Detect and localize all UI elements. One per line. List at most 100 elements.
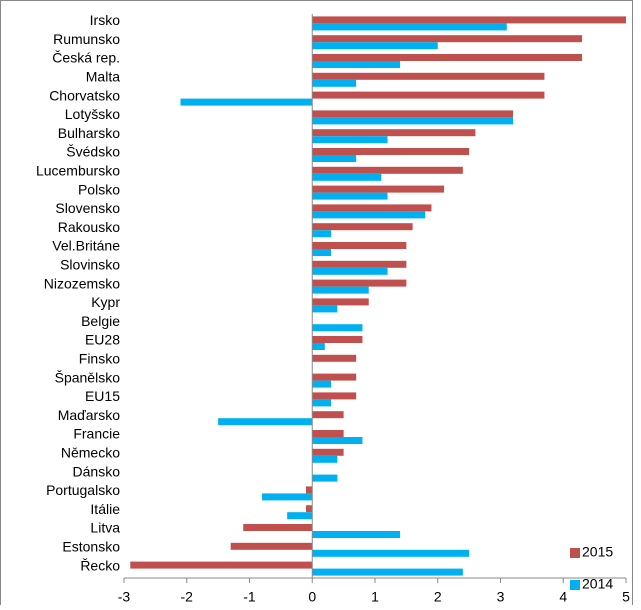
y-tick-label: Švédsko bbox=[66, 144, 120, 160]
x-tick-label: 0 bbox=[308, 589, 316, 605]
y-tick-label: Itálie bbox=[90, 501, 120, 517]
legend-label: 2014 bbox=[582, 576, 613, 592]
bar bbox=[312, 129, 476, 137]
y-tick-label: Německo bbox=[61, 445, 120, 461]
x-tick-label: -1 bbox=[243, 589, 256, 605]
y-tick-label: Malta bbox=[86, 69, 120, 85]
y-tick-label: Slovinsko bbox=[60, 257, 120, 273]
y-tick-label: Finsko bbox=[79, 351, 120, 367]
y-tick-label: Portugalsko bbox=[46, 482, 120, 498]
bar bbox=[312, 35, 583, 43]
bar bbox=[312, 411, 344, 419]
bar bbox=[312, 430, 344, 437]
bar bbox=[312, 223, 413, 231]
bar bbox=[312, 324, 363, 332]
bar bbox=[312, 354, 357, 362]
y-tick-label: Rumunsko bbox=[53, 31, 120, 47]
bar bbox=[312, 136, 388, 144]
bar bbox=[243, 524, 313, 531]
x-tick-label: -2 bbox=[181, 589, 194, 605]
bar bbox=[312, 242, 407, 249]
bar bbox=[180, 98, 313, 106]
y-tick-label: Irsko bbox=[90, 12, 121, 28]
y-tick-label: Řecko bbox=[80, 557, 120, 573]
x-tick-label: 4 bbox=[559, 589, 567, 605]
x-tick-label: 5 bbox=[622, 589, 630, 605]
bar bbox=[312, 23, 507, 31]
x-tick-label: 2 bbox=[434, 589, 442, 605]
bar bbox=[312, 336, 363, 343]
y-tick-label: Vel.Británe bbox=[52, 238, 120, 254]
y-tick-label: Slovensko bbox=[55, 200, 120, 216]
bar bbox=[312, 474, 338, 482]
y-tick-label: Dánsko bbox=[73, 463, 121, 479]
bar bbox=[230, 542, 313, 550]
bar bbox=[312, 298, 369, 306]
legend-label: 2015 bbox=[582, 544, 613, 560]
bar bbox=[305, 486, 313, 494]
bar bbox=[312, 568, 463, 576]
bar bbox=[312, 155, 357, 162]
bar bbox=[312, 148, 470, 155]
y-tick-label: Estonsko bbox=[62, 539, 120, 555]
bar bbox=[312, 72, 545, 80]
bar bbox=[312, 279, 407, 287]
y-tick-label: Belgie bbox=[81, 313, 120, 329]
x-tick-label: 3 bbox=[497, 589, 505, 605]
y-tick-label: Nizozemsko bbox=[44, 275, 120, 291]
bar bbox=[312, 79, 357, 87]
bar bbox=[312, 230, 332, 238]
y-tick-label: EU15 bbox=[85, 388, 120, 404]
bar bbox=[312, 61, 401, 68]
y-tick-label: Španělsko bbox=[55, 369, 121, 385]
bar bbox=[312, 173, 382, 181]
y-tick-label: EU28 bbox=[85, 332, 120, 348]
x-tick-label: -3 bbox=[118, 589, 131, 605]
legend-swatch bbox=[570, 548, 580, 558]
y-tick-label: Maďarsko bbox=[58, 407, 121, 423]
bar bbox=[312, 549, 470, 557]
bar bbox=[312, 117, 514, 125]
y-tick-label: Rakousko bbox=[58, 219, 120, 235]
bar bbox=[312, 110, 514, 118]
bar bbox=[312, 192, 388, 200]
y-tick-label: Polsko bbox=[78, 181, 120, 197]
bar bbox=[312, 437, 363, 444]
bar bbox=[312, 267, 388, 275]
y-tick-label: Francie bbox=[73, 426, 120, 442]
bar bbox=[312, 448, 344, 456]
bar bbox=[312, 392, 357, 400]
bar bbox=[218, 418, 313, 426]
bar bbox=[312, 399, 332, 407]
bar bbox=[312, 42, 438, 50]
bar bbox=[262, 493, 313, 501]
y-tick-label: Kypr bbox=[91, 294, 120, 310]
x-tick-label: 1 bbox=[371, 589, 379, 605]
y-tick-label: Chorvatsko bbox=[49, 87, 120, 103]
bar bbox=[312, 531, 401, 538]
bar bbox=[312, 204, 432, 212]
y-tick-label: Lucembursko bbox=[36, 163, 120, 179]
bar bbox=[312, 91, 545, 99]
bar bbox=[312, 185, 445, 193]
bar bbox=[312, 260, 407, 268]
bar bbox=[312, 166, 463, 174]
y-tick-label: Litva bbox=[90, 520, 120, 536]
bar bbox=[312, 16, 626, 24]
bar bbox=[312, 455, 338, 463]
bar bbox=[312, 249, 332, 256]
bar bbox=[287, 512, 313, 520]
bar bbox=[305, 505, 313, 513]
bar bbox=[312, 380, 332, 388]
bar bbox=[312, 286, 369, 294]
y-tick-label: Lotyšsko bbox=[65, 106, 120, 122]
legend-swatch bbox=[570, 580, 580, 590]
bar bbox=[312, 54, 583, 61]
bar bbox=[130, 561, 313, 569]
y-tick-label: Bulharsko bbox=[58, 125, 120, 141]
bar bbox=[312, 305, 338, 313]
bar bbox=[312, 343, 325, 350]
y-tick-label: Česká rep. bbox=[52, 50, 120, 66]
